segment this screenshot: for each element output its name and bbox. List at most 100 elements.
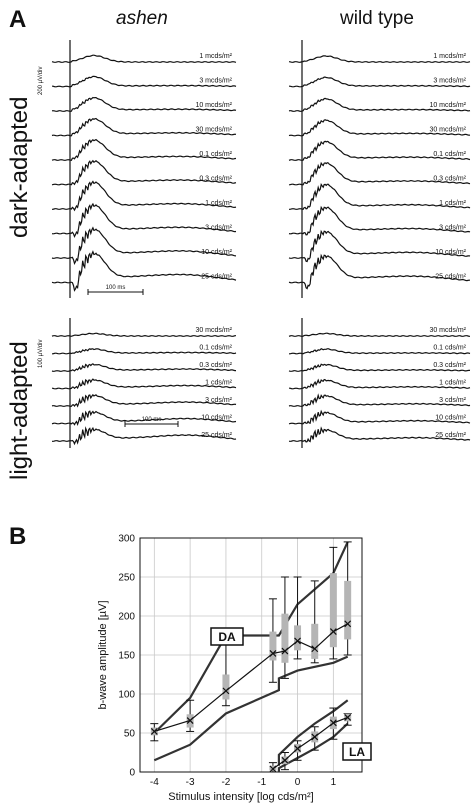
trace-intensity-label: 25 cds/m² bbox=[201, 432, 232, 439]
trace-intensity-label: 25 cds/m² bbox=[435, 274, 466, 281]
da-median-marker bbox=[344, 620, 352, 628]
trace-intensity-label: 0.3 cds/m² bbox=[433, 176, 466, 183]
x-tick-label: 0 bbox=[295, 777, 301, 788]
erg-trace bbox=[52, 426, 237, 446]
erg-trace bbox=[51, 159, 237, 186]
y-tick-label: 250 bbox=[118, 573, 135, 584]
da-median-marker bbox=[150, 728, 158, 735]
da-median-marker bbox=[269, 650, 277, 657]
erg-trace bbox=[52, 75, 237, 88]
trace-intensity-label: 0.3 cds/m² bbox=[199, 362, 232, 369]
la-lower-bound-line bbox=[277, 722, 349, 772]
time-scale-label: 100 ms bbox=[106, 285, 126, 291]
erg-trace bbox=[288, 161, 471, 186]
wildtype-column-title: wild type bbox=[340, 8, 414, 29]
la-annotation-box bbox=[342, 742, 372, 761]
x-tick-label: -1 bbox=[257, 777, 266, 788]
trace-intensity-label: 1 cds/m² bbox=[205, 380, 233, 387]
trace-intensity-label: 0.1 cds/m² bbox=[433, 151, 466, 158]
y-axis-title: b-wave amplitude [µV] bbox=[97, 600, 109, 709]
erg-trace bbox=[288, 97, 471, 112]
da-upper-bound-line bbox=[153, 541, 349, 734]
y-tick-label: 100 bbox=[118, 690, 135, 701]
y-tick-label: 150 bbox=[118, 651, 135, 662]
erg-trace bbox=[51, 202, 237, 239]
voltage-scale-label: 200 µV/div bbox=[38, 67, 44, 95]
la-median-marker bbox=[311, 733, 319, 741]
trace-intensity-label: 10 mcds/m² bbox=[429, 102, 466, 109]
trace-intensity-label: 3 cds/m² bbox=[439, 225, 467, 232]
chart-grid bbox=[140, 537, 362, 773]
trace-intensity-label: 0.3 cds/m² bbox=[433, 362, 466, 369]
da-box bbox=[222, 674, 230, 700]
erg-trace bbox=[289, 378, 471, 390]
trace-intensity-label: 30 mcds/m² bbox=[195, 127, 232, 134]
erg-trace bbox=[288, 363, 471, 372]
trace-intensity-label: 10 cds/m² bbox=[201, 415, 232, 422]
trace-intensity-label: 3 cds/m² bbox=[205, 225, 233, 232]
erg-trace bbox=[288, 55, 471, 63]
erg-trace bbox=[288, 426, 471, 443]
trace-intensity-label: 3 mcds/m² bbox=[199, 78, 232, 85]
wildtype-light-traces: 30 mcds/m² 0.1 cds/m² 0.3 cds/m² 1 cds/m² 3 … bbox=[288, 318, 471, 448]
da-box bbox=[269, 631, 277, 661]
da-median-marker bbox=[222, 687, 230, 695]
x-tick-label: -2 bbox=[221, 777, 230, 788]
x-tick-label: -4 bbox=[150, 777, 159, 788]
erg-trace bbox=[51, 393, 237, 408]
erg-trace bbox=[51, 250, 237, 292]
da-box bbox=[294, 625, 302, 651]
x-tick-label: -3 bbox=[186, 777, 195, 788]
erg-trace bbox=[52, 348, 237, 355]
ashen-column-title: ashen bbox=[116, 8, 168, 29]
da-median-marker bbox=[329, 628, 337, 636]
y-tick-label: 0 bbox=[129, 768, 135, 779]
trace-intensity-label: 10 cds/m² bbox=[435, 415, 466, 422]
erg-trace bbox=[288, 140, 471, 161]
voltage-scale-label: 100 µV/div bbox=[38, 340, 44, 368]
trace-intensity-label: 3 cds/m² bbox=[205, 397, 233, 404]
erg-trace bbox=[52, 180, 237, 212]
trace-intensity-label: 10 cds/m² bbox=[201, 249, 232, 256]
la-annotation-label: LA bbox=[349, 745, 365, 759]
da-box bbox=[281, 613, 289, 663]
da-median-marker bbox=[281, 647, 289, 655]
trace-intensity-label: 1 cds/m² bbox=[439, 200, 467, 207]
erg-trace bbox=[51, 226, 237, 265]
ashen-dark-traces: 1 mcds/m² 3 mcds/m² 10 mcds/m² 30 mcds/m² 0.… bbox=[38, 40, 237, 298]
trace-intensity-label: 10 mcds/m² bbox=[195, 102, 232, 109]
erg-trace bbox=[51, 363, 236, 372]
la-annotation: LA bbox=[342, 742, 372, 761]
da-lower-bound-line bbox=[153, 655, 349, 762]
erg-trace bbox=[51, 410, 237, 427]
time-scale-label: 100 ms bbox=[142, 417, 162, 423]
trace-intensity-label: 0.1 cds/m² bbox=[199, 151, 232, 158]
da-annotation-label: DA bbox=[218, 630, 236, 644]
la-upper-bound-line bbox=[277, 699, 349, 766]
trace-intensity-label: 3 mcds/m² bbox=[433, 78, 466, 85]
da-box bbox=[329, 573, 337, 648]
y-tick-label: 300 bbox=[118, 534, 135, 545]
trace-intensity-label: 10 cds/m² bbox=[435, 249, 466, 256]
y-tick-label: 200 bbox=[118, 612, 135, 623]
panel-a-letter: A bbox=[9, 6, 27, 33]
la-median-marker bbox=[294, 745, 301, 753]
wildtype-dark-traces: 1 mcds/m² 3 mcds/m² 10 mcds/m² 30 mcds/m² 0.… bbox=[288, 40, 471, 298]
erg-trace bbox=[288, 253, 470, 290]
erg-trace bbox=[288, 205, 471, 236]
erg-trace bbox=[289, 347, 471, 355]
plot-frame bbox=[139, 537, 363, 773]
panel-b-letter: B bbox=[9, 523, 27, 550]
ashen-light-traces: 30 mcds/m² 0.1 cds/m² 0.3 cds/m² 1 cds/m² 3 … bbox=[38, 318, 237, 448]
erg-trace bbox=[51, 54, 237, 63]
trace-intensity-label: 30 mcds/m² bbox=[429, 127, 466, 134]
da-median-marker bbox=[294, 637, 301, 645]
trace-intensity-label: 1 cds/m² bbox=[439, 380, 467, 387]
trace-intensity-label: 3 cds/m² bbox=[439, 397, 467, 404]
trace-intensity-label: 30 mcds/m² bbox=[195, 327, 232, 334]
erg-traces-panel: 1 mcds/m² 3 mcds/m² 10 mcds/m² 30 mcds/m² 0.… bbox=[38, 40, 471, 448]
da-annotation-box bbox=[210, 627, 244, 646]
trace-intensity-label: 1 mcds/m² bbox=[433, 53, 466, 60]
da-annotation: DA bbox=[210, 627, 244, 646]
